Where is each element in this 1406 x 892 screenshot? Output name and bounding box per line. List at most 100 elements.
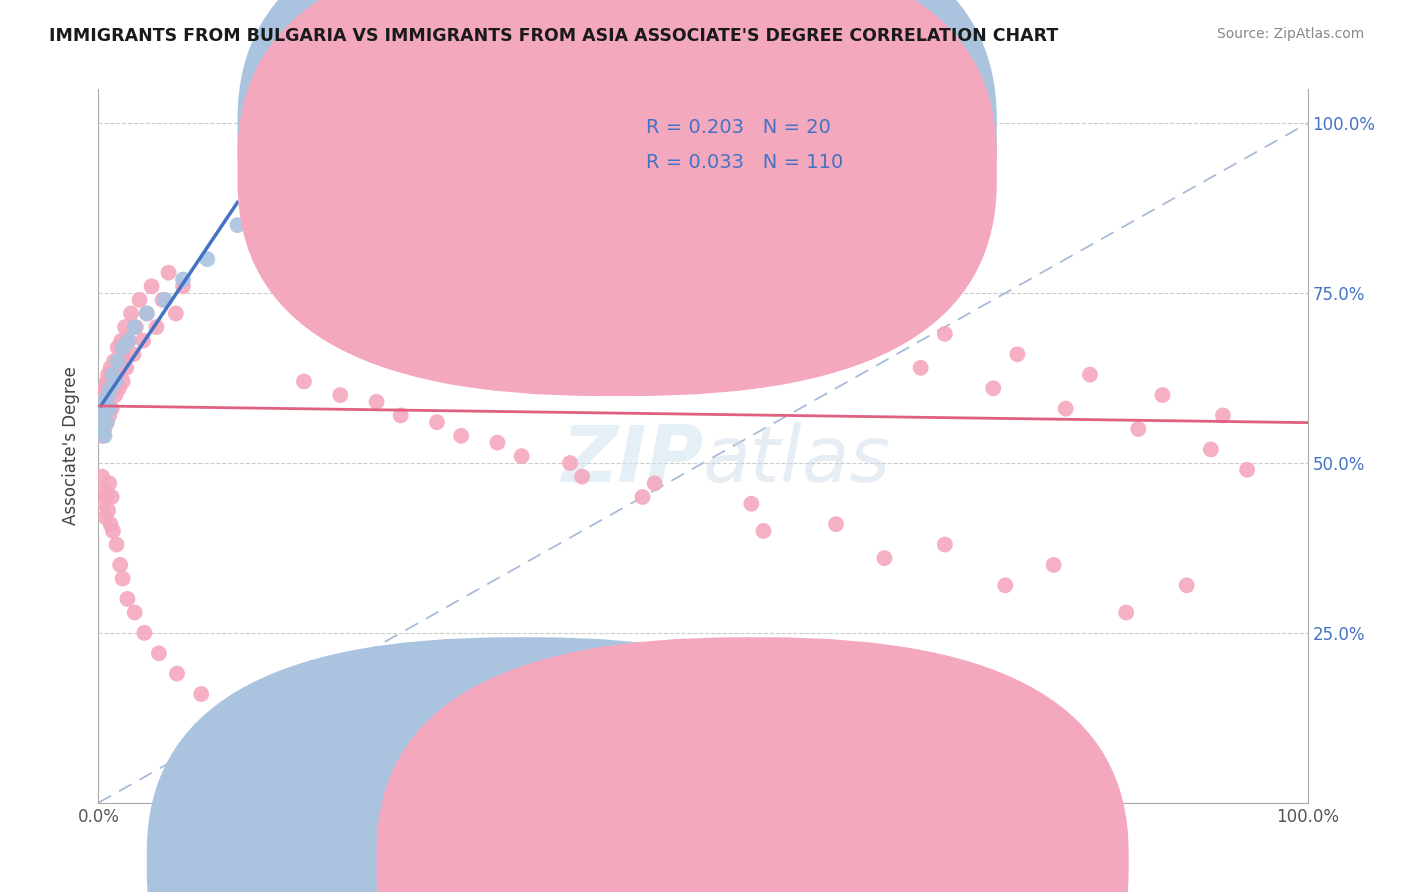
Point <box>1175 578 1198 592</box>
Point <box>97 394 120 409</box>
Point <box>94 401 117 416</box>
Point <box>329 388 352 402</box>
Point <box>111 375 134 389</box>
Point <box>135 306 157 320</box>
Point <box>547 259 569 273</box>
Point <box>226 218 249 232</box>
Point <box>98 409 121 423</box>
Point <box>104 375 127 389</box>
Point <box>316 163 339 178</box>
Point <box>100 388 122 402</box>
Point <box>353 198 375 212</box>
Point <box>120 306 142 320</box>
Point <box>93 429 115 443</box>
Point <box>692 266 714 280</box>
Point <box>135 306 157 320</box>
Point <box>377 184 399 198</box>
Point <box>1199 442 1222 457</box>
Point <box>90 409 112 423</box>
Point <box>100 401 122 416</box>
Point <box>117 591 139 606</box>
FancyBboxPatch shape <box>576 107 963 203</box>
Point <box>110 334 132 348</box>
Point <box>96 415 118 429</box>
Point <box>94 510 117 524</box>
Point <box>1128 422 1150 436</box>
Point <box>91 409 114 423</box>
Point <box>148 646 170 660</box>
Point <box>1152 388 1174 402</box>
Point <box>644 476 666 491</box>
Point <box>1212 409 1234 423</box>
Point <box>450 429 472 443</box>
Text: Immigrants from Bulgaria: Immigrants from Bulgaria <box>543 847 756 864</box>
Point <box>112 347 135 361</box>
FancyBboxPatch shape <box>238 0 997 396</box>
Point <box>195 252 218 266</box>
Text: R = 0.203   N = 20: R = 0.203 N = 20 <box>647 118 831 136</box>
Point <box>1007 347 1029 361</box>
Point <box>101 375 124 389</box>
Point <box>437 204 460 219</box>
Point <box>994 578 1017 592</box>
Point <box>172 279 194 293</box>
Point <box>692 300 714 314</box>
FancyBboxPatch shape <box>146 637 898 892</box>
Point <box>305 225 328 239</box>
Point <box>101 524 124 538</box>
Point <box>98 476 121 491</box>
Point <box>221 700 243 714</box>
Point <box>486 435 509 450</box>
Point <box>765 320 787 334</box>
Point <box>128 293 150 307</box>
Point <box>98 401 121 416</box>
Point <box>389 409 412 423</box>
Point <box>125 320 148 334</box>
Point <box>111 341 134 355</box>
Point <box>837 341 859 355</box>
Point <box>100 490 122 504</box>
Point <box>165 306 187 320</box>
Point <box>93 483 115 498</box>
Point <box>100 517 122 532</box>
Point <box>91 394 114 409</box>
Point <box>595 245 617 260</box>
Point <box>108 558 131 572</box>
Point <box>96 490 118 504</box>
Text: Source: ZipAtlas.com: Source: ZipAtlas.com <box>1216 27 1364 41</box>
Text: Immigrants from Asia: Immigrants from Asia <box>773 847 952 864</box>
Point <box>111 572 134 586</box>
Point <box>292 375 315 389</box>
Point <box>172 272 194 286</box>
Point <box>910 360 932 375</box>
Point <box>269 252 291 266</box>
Point <box>96 375 118 389</box>
Point <box>366 394 388 409</box>
Point <box>114 320 136 334</box>
Point <box>776 286 799 301</box>
Point <box>91 422 114 436</box>
Point <box>1236 463 1258 477</box>
Point <box>141 279 163 293</box>
Point <box>571 469 593 483</box>
Point <box>91 388 114 402</box>
Point <box>190 687 212 701</box>
Point <box>122 347 145 361</box>
Point <box>124 606 146 620</box>
Point <box>1054 401 1077 416</box>
Text: IMMIGRANTS FROM BULGARIA VS IMMIGRANTS FROM ASIA ASSOCIATE'S DEGREE CORRELATION : IMMIGRANTS FROM BULGARIA VS IMMIGRANTS F… <box>49 27 1059 45</box>
Point <box>105 537 128 551</box>
Point <box>426 415 449 429</box>
Point <box>413 218 436 232</box>
Point <box>152 293 174 307</box>
Point <box>91 469 114 483</box>
FancyBboxPatch shape <box>377 637 1129 892</box>
Point <box>100 360 122 375</box>
Point <box>619 279 641 293</box>
Point <box>934 537 956 551</box>
Point <box>103 354 125 368</box>
Point <box>105 368 128 382</box>
Text: ZIP: ZIP <box>561 422 703 499</box>
Point <box>91 497 114 511</box>
Point <box>166 666 188 681</box>
